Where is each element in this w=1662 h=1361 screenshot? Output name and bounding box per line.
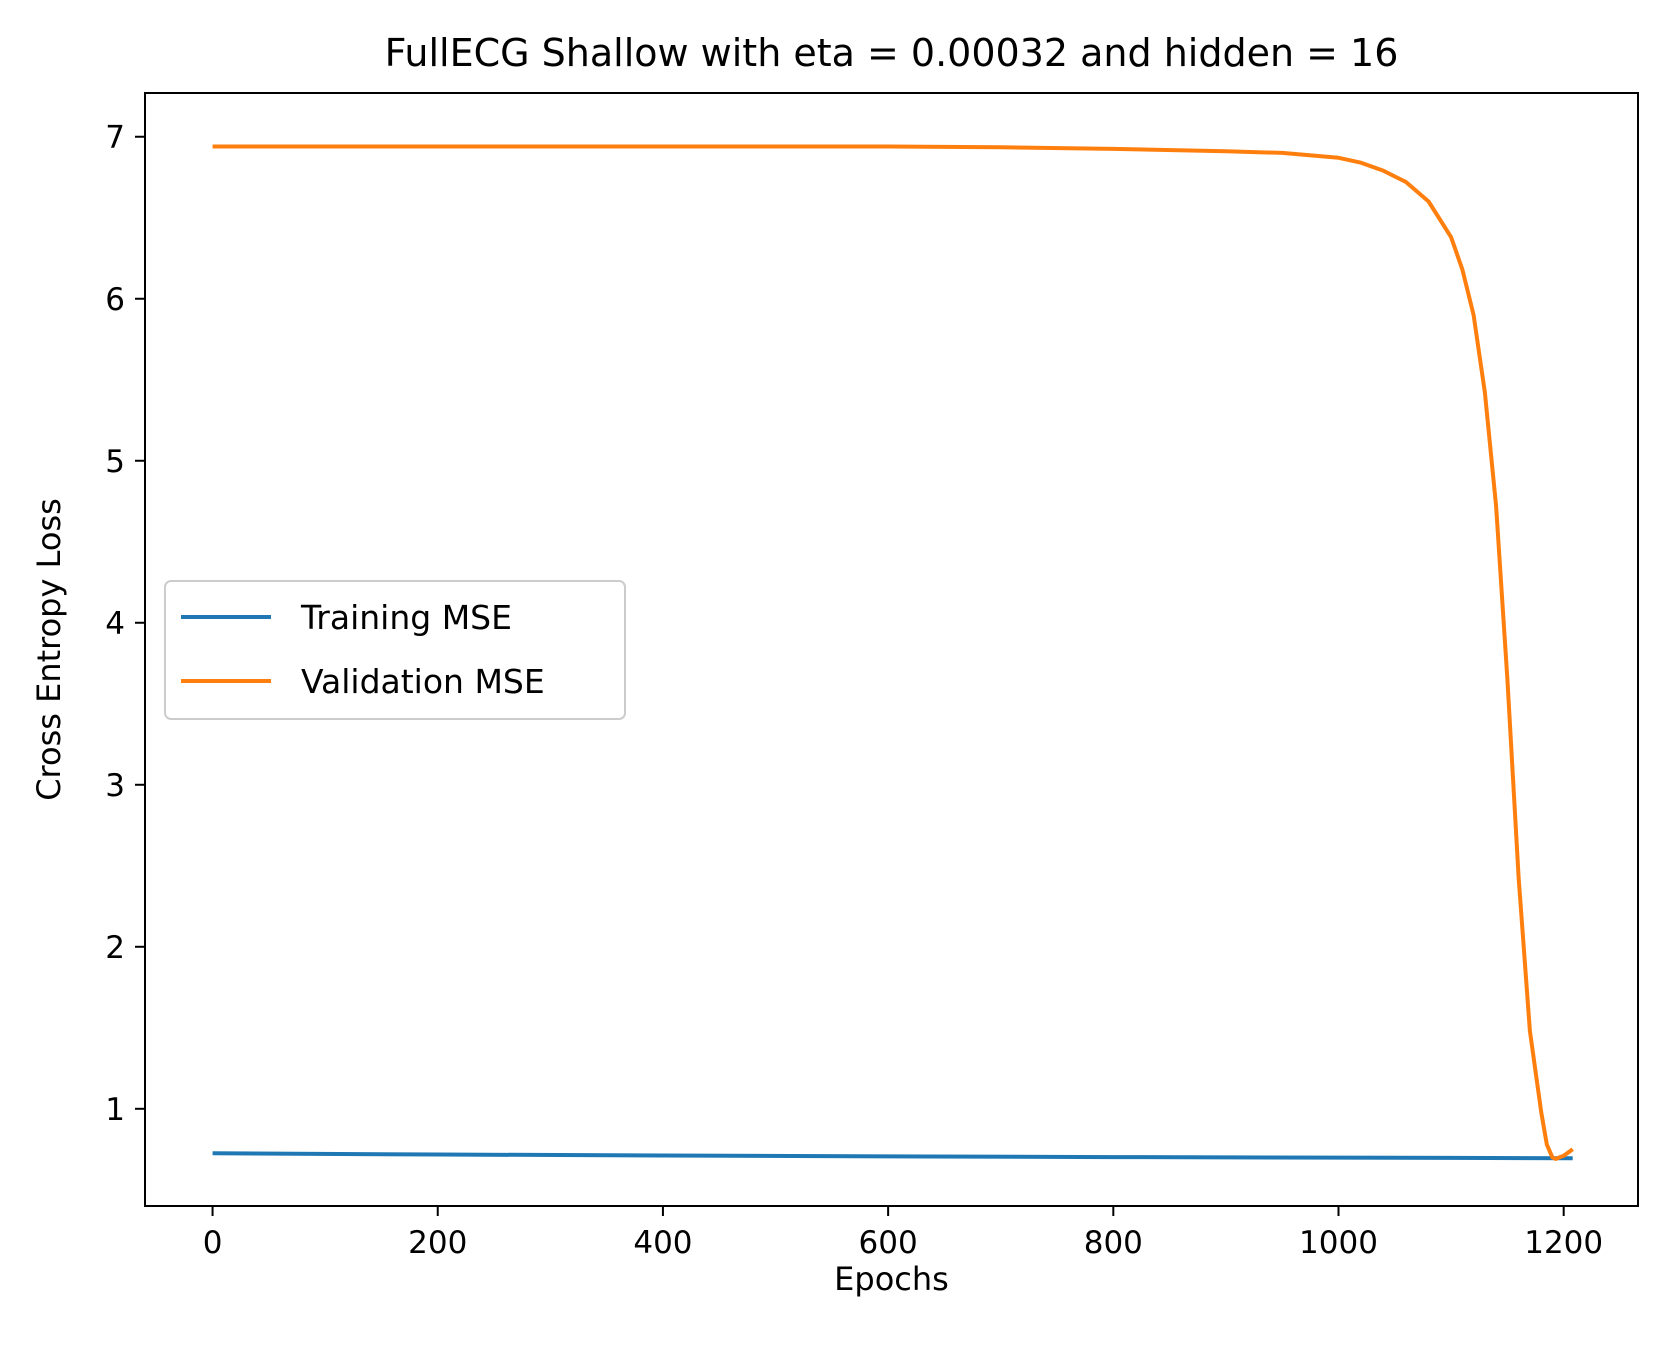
y-axis: 1 2 3 4 5 6 7 bbox=[105, 120, 145, 1128]
y-tick-label: 3 bbox=[105, 768, 125, 804]
x-tick-label: 400 bbox=[633, 1225, 692, 1261]
x-tick-label: 0 bbox=[203, 1225, 223, 1261]
x-tick-label: 800 bbox=[1084, 1225, 1143, 1261]
chart-title: FullECG Shallow with eta = 0.00032 and h… bbox=[385, 31, 1399, 75]
legend: Training MSE Validation MSE bbox=[164, 580, 626, 720]
series-line-0 bbox=[212, 1151, 1573, 1161]
legend-box bbox=[164, 580, 626, 720]
y-axis-label: Cross Entropy Loss bbox=[30, 498, 68, 801]
legend-label-1: Validation MSE bbox=[301, 662, 545, 701]
y-tick-label: 5 bbox=[105, 444, 125, 480]
y-tick-label: 4 bbox=[105, 606, 125, 642]
x-axis: 0 200 400 600 800 1000 1200 bbox=[203, 1206, 1603, 1261]
x-tick-label: 200 bbox=[408, 1225, 467, 1261]
x-tick-label: 600 bbox=[859, 1225, 918, 1261]
x-axis-label: Epochs bbox=[834, 1260, 949, 1298]
x-tick-label: 1200 bbox=[1524, 1225, 1603, 1261]
legend-label-0: Training MSE bbox=[300, 598, 512, 637]
x-tick-label: 1000 bbox=[1299, 1225, 1378, 1261]
series-line-1 bbox=[212, 144, 1574, 1161]
y-tick-label: 1 bbox=[105, 1092, 125, 1128]
y-tick-label: 6 bbox=[105, 282, 125, 318]
y-tick-label: 2 bbox=[105, 930, 125, 966]
y-tick-label: 7 bbox=[105, 120, 125, 156]
